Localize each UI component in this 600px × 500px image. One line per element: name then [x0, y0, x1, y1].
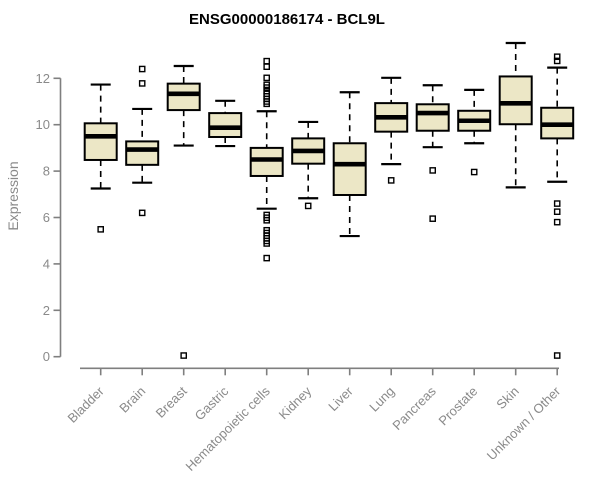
boxplot-brain	[125, 65, 160, 217]
x-tick-label-lung: Lung	[366, 384, 397, 415]
iqr-box	[125, 140, 160, 166]
y-axis: 0 2 4 6 8 10 12	[36, 71, 62, 364]
outlier-point	[304, 202, 312, 210]
x-tick-label-liver: Liver	[325, 383, 356, 414]
iqr-box	[208, 112, 243, 138]
outlier-point	[470, 168, 478, 176]
x-tick-label-gastric: Gastric	[192, 383, 232, 423]
x-tick-label-breast: Breast	[153, 383, 190, 420]
outlier-point	[138, 209, 146, 217]
iqr-box	[83, 122, 118, 161]
x-tick-label-bladder: Bladder	[65, 383, 108, 426]
y-tick-label: 2	[43, 303, 50, 318]
outlier-point	[263, 74, 271, 82]
outlier-point	[553, 57, 561, 65]
iqr-box	[166, 82, 201, 112]
boxplot-kidney	[291, 120, 326, 210]
boxplot-prostate	[457, 88, 492, 176]
boxplot-liver	[332, 91, 367, 238]
outlier-point	[263, 100, 271, 108]
y-tick-label: 6	[43, 210, 50, 225]
x-tick-label-kidney: Kidney	[276, 383, 315, 422]
boxplot-pancreas	[415, 84, 450, 222]
boxplots	[83, 41, 575, 359]
y-tick-label: 10	[36, 117, 50, 132]
outlier-point	[553, 53, 561, 61]
outlier-point	[429, 167, 437, 174]
x-tick-label-skin: Skin	[493, 384, 521, 412]
outlier-point	[138, 80, 146, 87]
x-tick-label-prostate: Prostate	[435, 384, 480, 429]
boxplot-gastric	[208, 99, 243, 148]
outlier-point	[387, 177, 395, 184]
outlier-point	[263, 240, 271, 247]
x-tick-label-pancreas: Pancreas	[389, 383, 439, 433]
outlier-point	[553, 200, 561, 207]
chart-title: ENSG00000186174 - BCL9L	[189, 11, 385, 28]
outlier-point	[263, 57, 271, 65]
outlier-point	[553, 352, 561, 359]
outlier-point	[263, 254, 271, 262]
y-tick-label: 0	[43, 349, 50, 364]
iqr-box	[415, 103, 450, 132]
y-axis-title: Expression	[5, 161, 21, 230]
iqr-box	[332, 142, 367, 196]
x-tick-label-unknown-other: Unknown / Other	[484, 383, 564, 463]
boxplot-breast	[166, 64, 201, 359]
y-tick-label: 8	[43, 164, 50, 179]
boxplot-lung	[374, 76, 409, 184]
outlier-point	[263, 63, 271, 70]
outlier-point	[553, 208, 561, 216]
boxplot-skin	[498, 41, 533, 189]
outlier-point	[429, 215, 437, 222]
outlier-point	[180, 352, 188, 359]
iqr-box	[498, 75, 533, 126]
iqr-box	[249, 146, 284, 177]
x-tick-label-brain: Brain	[116, 384, 148, 416]
outlier-point	[553, 218, 561, 226]
outlier-point	[263, 216, 271, 224]
boxplot-unknown-other	[540, 53, 575, 359]
y-tick-label: 4	[43, 256, 50, 271]
y-tick-label: 12	[36, 71, 50, 86]
boxplot-bladder	[83, 83, 118, 233]
outlier-point	[97, 226, 104, 233]
boxplot-hematopoietic-cells	[249, 57, 284, 262]
outlier-point	[138, 65, 146, 73]
outlier-point	[263, 84, 271, 91]
